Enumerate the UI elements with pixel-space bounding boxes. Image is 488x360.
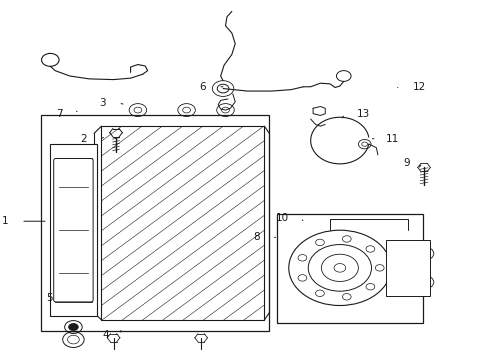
Circle shape <box>68 323 78 330</box>
Text: 6: 6 <box>199 82 205 92</box>
Text: 5: 5 <box>46 293 53 303</box>
Bar <box>50 144 96 316</box>
Text: 11: 11 <box>386 134 399 144</box>
Text: 12: 12 <box>412 82 425 93</box>
Text: 7: 7 <box>56 109 62 119</box>
Text: 8: 8 <box>252 232 259 242</box>
Text: 9: 9 <box>403 158 409 168</box>
Text: 2: 2 <box>80 134 87 144</box>
Text: 10: 10 <box>275 213 288 222</box>
Bar <box>276 214 422 323</box>
FancyBboxPatch shape <box>54 158 93 302</box>
Bar <box>41 116 269 330</box>
Text: 3: 3 <box>100 98 106 108</box>
Text: 13: 13 <box>356 109 369 119</box>
Bar <box>386 240 429 296</box>
Text: 1: 1 <box>2 216 9 226</box>
Text: 4: 4 <box>102 330 108 340</box>
